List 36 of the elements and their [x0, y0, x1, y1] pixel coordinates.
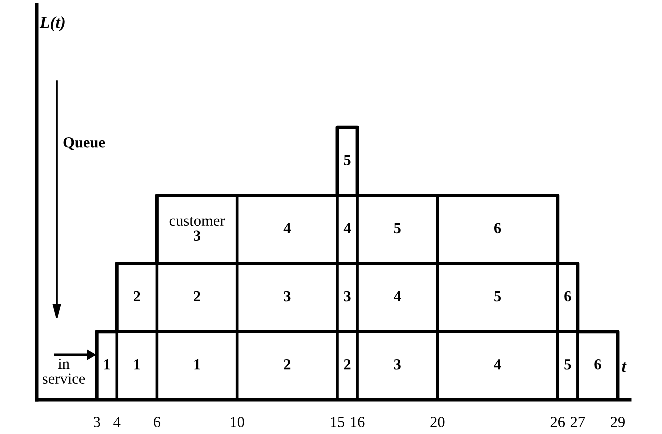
x-tick-label: 10	[231, 417, 244, 428]
annotation: 3	[394, 360, 401, 370]
annotation: 3	[284, 291, 291, 302]
text: L(t)	[40, 16, 65, 32]
annotation: 1	[194, 360, 200, 370]
x-tick-label: 3	[94, 417, 100, 428]
annotation: customer 3	[170, 217, 226, 242]
annotation: 2	[344, 360, 351, 370]
annotation: 2	[284, 360, 291, 370]
annotation: 6	[494, 223, 502, 234]
x-tick-label: 15	[331, 417, 345, 428]
annotation: 5	[564, 360, 572, 370]
annotation: 2	[194, 291, 200, 302]
x-tick-label: 4	[114, 417, 121, 428]
annotation: 1	[104, 360, 110, 370]
annotation: 4	[394, 291, 402, 302]
annotation: 4	[344, 223, 352, 234]
annotation: 6	[594, 360, 602, 370]
annotation: 5	[394, 223, 401, 234]
annotation: 4	[494, 360, 502, 370]
x-tick-label: 26	[550, 417, 566, 428]
x-tick-label: 27	[570, 417, 586, 428]
x-axis-title: t	[622, 362, 627, 372]
annotation: 5	[344, 155, 351, 166]
annotation: 2	[134, 291, 140, 302]
annotation: 4	[284, 223, 291, 234]
x-tick-label: 29	[611, 417, 625, 428]
annotation: Queue	[64, 137, 106, 150]
annotation: 6	[564, 291, 572, 302]
annotation: in service	[43, 358, 86, 384]
annotation: 5	[494, 292, 502, 302]
x-tick-label: 16	[351, 417, 365, 428]
x-tick-label: 6	[154, 417, 161, 428]
annotation: 1	[134, 360, 140, 370]
x-tick-label: 20	[430, 417, 445, 428]
annotation: 3	[344, 291, 351, 302]
